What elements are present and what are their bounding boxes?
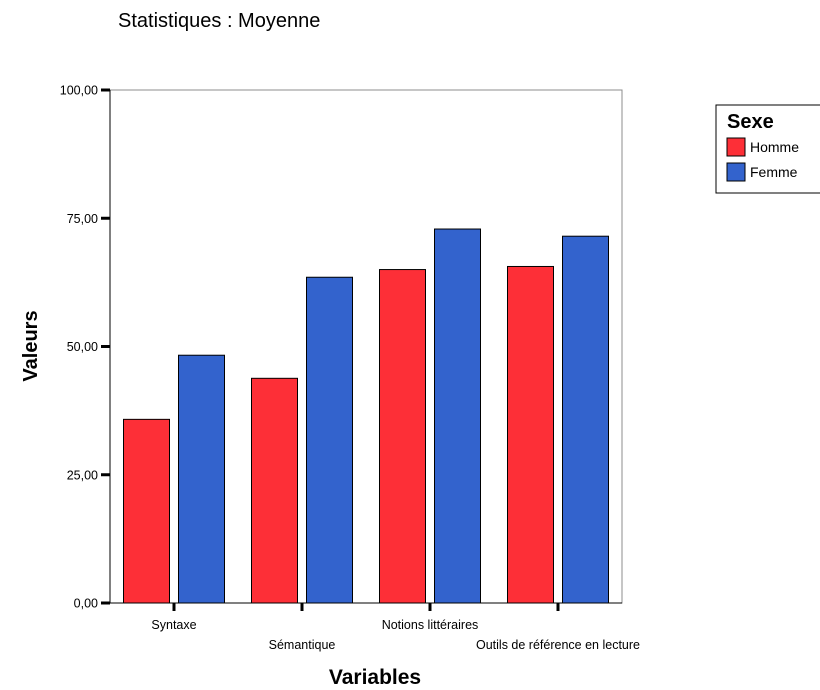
bar-homme-0 [123, 418, 170, 604]
bar-femme-0 [178, 354, 225, 604]
legend-label-homme: Homme [750, 139, 799, 155]
bar-femme-1 [306, 276, 353, 604]
y-tick-label: 0,00 [74, 597, 98, 611]
x-axis: Syntaxe Sémantique Notions littéraires Outi… [110, 602, 640, 652]
y-axis-label: Valeurs [20, 310, 42, 381]
bar-femme-3 [562, 235, 609, 604]
x-tick-label: Notions littéraires [382, 618, 479, 632]
legend-items: Homme Femme [726, 137, 799, 182]
x-tick-label: Outils de référence en lecture [476, 638, 640, 652]
bar-homme-2 [379, 269, 426, 604]
y-tick-label: 50,00 [67, 340, 98, 354]
x-tick-label: Syntaxe [151, 618, 196, 632]
y-tick-label: 100,00 [60, 84, 98, 98]
legend: Sexe Homme Femme [715, 104, 820, 194]
bar-homme-1 [251, 377, 298, 604]
legend-title: Sexe [727, 111, 774, 133]
legend-label-femme: Femme [750, 164, 798, 180]
y-tick-label: 75,00 [67, 212, 98, 226]
x-tick-label: Sémantique [269, 638, 336, 652]
chart-title: Statistiques : Moyenne [118, 10, 320, 32]
legend-swatch-homme [726, 137, 746, 157]
bar-homme-3 [507, 265, 554, 604]
x-axis-label: Variables [329, 666, 421, 689]
y-tick-label: 25,00 [67, 468, 98, 482]
bars [123, 228, 609, 604]
legend-swatch-femme [726, 162, 746, 182]
bar-femme-2 [434, 228, 481, 604]
y-axis: 0,00 25,00 50,00 75,00 100,00 [60, 84, 111, 611]
